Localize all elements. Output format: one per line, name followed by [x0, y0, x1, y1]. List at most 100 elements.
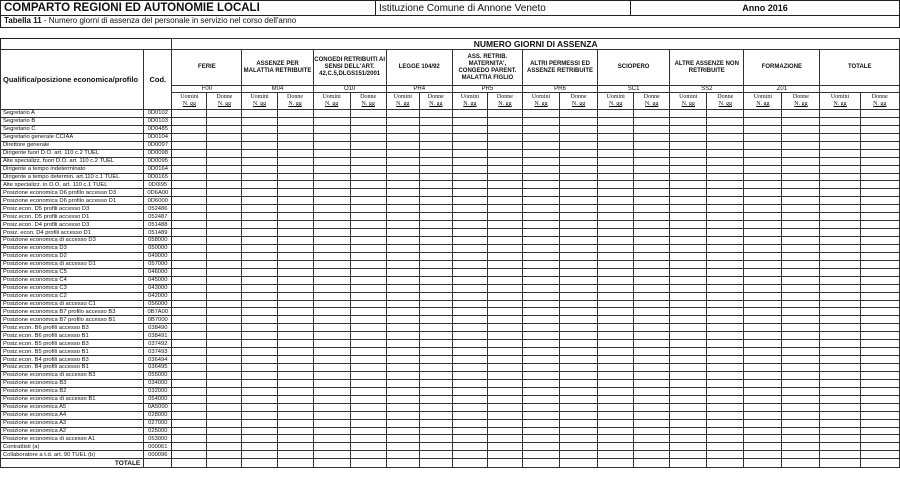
- data-cell[interactable]: [206, 323, 243, 333]
- data-cell[interactable]: [819, 220, 861, 230]
- data-cell[interactable]: [349, 386, 387, 396]
- data-cell[interactable]: [781, 315, 821, 325]
- data-cell[interactable]: [819, 204, 861, 214]
- data-cell[interactable]: [418, 331, 453, 341]
- data-cell[interactable]: [669, 156, 708, 166]
- data-cell[interactable]: [633, 140, 671, 150]
- data-cell[interactable]: [819, 355, 861, 364]
- data-cell[interactable]: [819, 172, 861, 182]
- data-cell[interactable]: [521, 124, 561, 134]
- data-cell[interactable]: [451, 283, 488, 293]
- data-cell[interactable]: [171, 228, 208, 237]
- data-cell[interactable]: [385, 109, 420, 118]
- data-cell[interactable]: [486, 140, 523, 150]
- data-cell[interactable]: [706, 212, 745, 222]
- data-cell[interactable]: [859, 394, 900, 404]
- data-cell[interactable]: [385, 434, 420, 444]
- data-cell[interactable]: [385, 442, 420, 452]
- data-cell[interactable]: [171, 196, 208, 206]
- data-cell[interactable]: [597, 236, 635, 245]
- data-cell[interactable]: [819, 331, 861, 341]
- data-cell[interactable]: [669, 267, 708, 277]
- data-cell[interactable]: [349, 299, 387, 309]
- data-cell[interactable]: [597, 291, 635, 301]
- data-cell[interactable]: [385, 331, 420, 341]
- data-cell[interactable]: [706, 220, 745, 230]
- data-cell[interactable]: [171, 283, 208, 293]
- data-cell[interactable]: [781, 363, 821, 372]
- data-cell[interactable]: [349, 236, 387, 245]
- data-cell[interactable]: [451, 434, 488, 444]
- data-cell[interactable]: [385, 307, 420, 317]
- data-cell[interactable]: [559, 172, 599, 182]
- data-cell[interactable]: [385, 450, 420, 460]
- data-cell[interactable]: [669, 228, 708, 237]
- data-cell[interactable]: [743, 164, 783, 174]
- data-cell[interactable]: [486, 426, 523, 436]
- data-cell[interactable]: [276, 164, 314, 174]
- data-cell[interactable]: [206, 172, 243, 182]
- data-cell[interactable]: [418, 132, 453, 142]
- data-cell[interactable]: [819, 124, 861, 134]
- data-cell[interactable]: [171, 291, 208, 301]
- data-cell[interactable]: [633, 148, 671, 158]
- data-cell[interactable]: [706, 331, 745, 341]
- data-cell[interactable]: [486, 275, 523, 285]
- data-cell[interactable]: [312, 188, 351, 198]
- data-cell[interactable]: [418, 156, 453, 166]
- data-cell[interactable]: [559, 426, 599, 436]
- data-cell[interactable]: [206, 109, 243, 118]
- data-cell[interactable]: [559, 370, 599, 380]
- data-cell[interactable]: [451, 109, 488, 118]
- data-cell[interactable]: [597, 188, 635, 198]
- data-cell[interactable]: [633, 164, 671, 174]
- data-cell[interactable]: [349, 291, 387, 301]
- data-cell[interactable]: [206, 418, 243, 428]
- data-cell[interactable]: [241, 363, 278, 372]
- data-cell[interactable]: [312, 116, 351, 126]
- data-cell[interactable]: [597, 363, 635, 372]
- data-cell[interactable]: [276, 434, 314, 444]
- data-cell[interactable]: [312, 212, 351, 222]
- data-cell[interactable]: [486, 228, 523, 237]
- data-cell[interactable]: [819, 148, 861, 158]
- data-cell[interactable]: [451, 156, 488, 166]
- data-cell[interactable]: [206, 283, 243, 293]
- data-cell[interactable]: [276, 116, 314, 126]
- data-cell[interactable]: [418, 116, 453, 126]
- data-cell[interactable]: [486, 323, 523, 333]
- data-cell[interactable]: [819, 418, 861, 428]
- data-cell[interactable]: [781, 267, 821, 277]
- data-cell[interactable]: [859, 156, 900, 166]
- data-cell[interactable]: [312, 394, 351, 404]
- data-cell[interactable]: [486, 204, 523, 214]
- data-cell[interactable]: [859, 275, 900, 285]
- data-cell[interactable]: [171, 180, 208, 190]
- data-cell[interactable]: [486, 132, 523, 142]
- data-cell[interactable]: [521, 394, 561, 404]
- data-cell[interactable]: [312, 347, 351, 357]
- data-cell[interactable]: [418, 204, 453, 214]
- data-cell[interactable]: [276, 220, 314, 230]
- data-cell[interactable]: [349, 307, 387, 317]
- data-cell[interactable]: [669, 355, 708, 364]
- data-cell[interactable]: [418, 140, 453, 150]
- data-cell[interactable]: [241, 307, 278, 317]
- data-cell[interactable]: [559, 180, 599, 190]
- data-cell[interactable]: [349, 378, 387, 388]
- data-cell[interactable]: [418, 418, 453, 428]
- data-cell[interactable]: [669, 140, 708, 150]
- data-cell[interactable]: [206, 148, 243, 158]
- data-cell[interactable]: [451, 426, 488, 436]
- data-cell[interactable]: [743, 267, 783, 277]
- data-cell[interactable]: [171, 236, 208, 245]
- data-cell[interactable]: [206, 347, 243, 357]
- data-cell[interactable]: [241, 259, 278, 269]
- data-cell[interactable]: [418, 339, 453, 349]
- data-cell[interactable]: [241, 148, 278, 158]
- data-cell[interactable]: [743, 275, 783, 285]
- data-cell[interactable]: [486, 394, 523, 404]
- data-cell[interactable]: [171, 394, 208, 404]
- data-cell[interactable]: [385, 172, 420, 182]
- data-cell[interactable]: [486, 410, 523, 420]
